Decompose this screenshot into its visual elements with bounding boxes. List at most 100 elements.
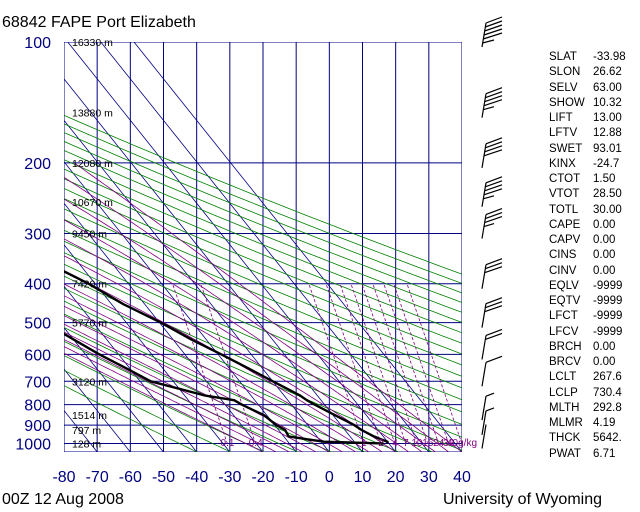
index-row: LFTV 12.88 (549, 126, 639, 141)
mixing-ratio-label: 10 (411, 438, 423, 449)
dry-adiabat (64, 208, 462, 377)
temperature-tick-label: 20 (387, 469, 405, 486)
dry-adiabat (64, 240, 462, 413)
mixing-ratio-line (308, 283, 365, 445)
mixing-ratio-line (372, 283, 429, 445)
index-name: PWAT (549, 447, 581, 460)
index-row: EQLV -9999 (549, 279, 639, 294)
index-row: LIFT 13.00 (549, 111, 639, 126)
wind-barb-full (484, 24, 503, 32)
wind-barb-shaft (481, 362, 487, 387)
index-value: -9999 (593, 310, 623, 323)
index-name: KINX (549, 157, 576, 170)
wind-barb-full (483, 32, 503, 40)
pressure-tick-label: 800 (24, 398, 51, 415)
dewpoint-profile (64, 332, 384, 445)
dry-adiabat (64, 132, 462, 294)
wind-barb-half (485, 407, 495, 412)
dry-adiabat (64, 300, 399, 452)
index-row: LFCV -9999 (549, 325, 639, 340)
mixing-ratio-line (361, 283, 418, 445)
height-label: 5770 m (72, 318, 107, 330)
index-row: LCLT 267.6 (549, 370, 639, 385)
wind-barb-full (484, 266, 503, 274)
dry-adiabat (64, 229, 462, 401)
wind-barb-full (484, 215, 503, 224)
height-label: 13880 m (72, 108, 113, 120)
wind-barb-full (485, 211, 503, 220)
index-name: CAPE (549, 218, 581, 231)
dry-adiabat (64, 385, 198, 452)
index-name: CINS (549, 249, 577, 262)
wind-barb-full (485, 137, 503, 145)
index-row: SELV 63.00 (549, 81, 639, 96)
dry-adiabat (64, 369, 231, 452)
pressure-tick-label: 700 (24, 374, 51, 391)
index-value: 4.19 (593, 417, 616, 429)
temperature-tick-label: -40 (185, 469, 208, 486)
skewed-isotherm (64, 202, 264, 452)
dry-adiabat (64, 149, 462, 313)
chart-title: 68842 FAPE Port Elizabeth (2, 14, 196, 31)
index-name: THCK (549, 432, 581, 445)
wind-barb-full (485, 332, 503, 340)
dry-adiabat (64, 313, 366, 452)
index-name: CAPV (549, 234, 581, 246)
mixing-ratio-line (200, 283, 257, 445)
index-value: -9999 (593, 325, 623, 338)
index-value: 6.71 (593, 447, 616, 460)
pressure-tick-label: 100 (24, 35, 51, 52)
skewed-isotherm (100, 42, 430, 452)
mixing-ratio-label: 32 (443, 438, 455, 449)
dry-adiabat (64, 327, 332, 452)
index-row: EQTV -9999 (549, 294, 639, 309)
index-row: MLTH 292.8 (549, 401, 639, 416)
index-value: 1.50 (593, 173, 616, 185)
index-value: -9999 (593, 295, 623, 307)
wind-barb-full (485, 328, 503, 336)
moist-adiabat (64, 238, 410, 452)
skewed-isotherm (64, 78, 363, 452)
moist-adiabat (64, 270, 383, 452)
height-label: 12080 m (72, 158, 113, 170)
dry-adiabat (64, 287, 433, 452)
index-row: VTOT 28.50 (549, 187, 639, 202)
index-value: 0.00 (593, 340, 616, 353)
mixing-ratio-label: 40g/kg (447, 438, 477, 449)
index-row: THCK 5642. (549, 431, 639, 446)
index-value: 0.00 (593, 356, 616, 368)
dry-adiabat (64, 178, 462, 344)
dry-adiabat (64, 168, 462, 334)
index-value: 0.00 (593, 264, 616, 277)
index-row: MLMR 4.19 (549, 416, 639, 431)
dry-adiabat (64, 218, 462, 389)
index-row: SWET 93.01 (549, 142, 639, 157)
mixing-ratio-line (350, 283, 407, 445)
skewed-isotherm (64, 244, 231, 452)
mixing-ratio-label: 0.1 (221, 438, 235, 449)
dry-adiabat (64, 188, 462, 355)
moist-adiabat (64, 176, 449, 452)
index-name: CTOT (549, 173, 581, 185)
index-row: CAPE 0.00 (549, 218, 639, 233)
index-value: 26.62 (593, 66, 622, 79)
index-value: 12.88 (593, 127, 622, 140)
index-name: SELV (549, 81, 578, 94)
index-row: BRCV 0.00 (549, 355, 639, 370)
index-name: LFCT (549, 310, 578, 323)
wind-barb-full (484, 305, 503, 313)
wind-barb-half (483, 222, 495, 228)
index-value: 28.50 (593, 188, 622, 201)
skewed-isotherm (64, 285, 198, 452)
wind-barb-shaft (481, 396, 487, 421)
moist-adiabat (64, 323, 317, 452)
index-row: TOTL 30.00 (549, 203, 639, 218)
temperature-tick-label: -80 (52, 469, 75, 486)
index-value: -24.7 (593, 157, 620, 170)
index-name: CINV (549, 264, 577, 277)
index-value: 30.00 (593, 203, 622, 216)
moist-adiabat (64, 352, 264, 452)
index-row: SHOW 10.32 (549, 96, 639, 111)
pressure-tick-label: 300 (24, 227, 51, 244)
